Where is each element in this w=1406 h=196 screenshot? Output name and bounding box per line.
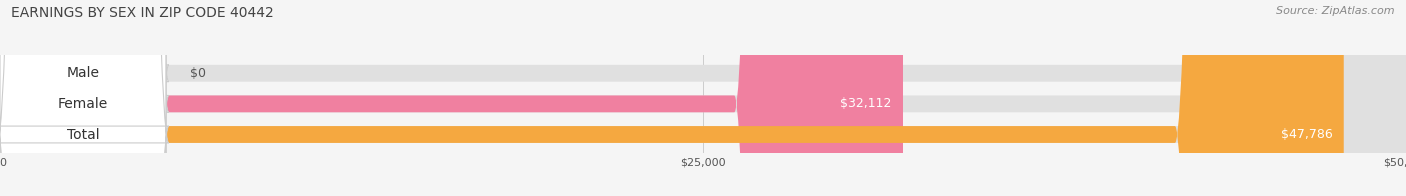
Text: Source: ZipAtlas.com: Source: ZipAtlas.com — [1277, 6, 1395, 16]
Text: Total: Total — [66, 128, 100, 142]
FancyBboxPatch shape — [0, 0, 169, 196]
Text: Female: Female — [58, 97, 108, 111]
Text: $32,112: $32,112 — [841, 97, 891, 110]
Text: Male: Male — [66, 66, 100, 80]
FancyBboxPatch shape — [0, 0, 169, 196]
Text: $0: $0 — [190, 67, 205, 80]
FancyBboxPatch shape — [0, 0, 169, 196]
FancyBboxPatch shape — [0, 0, 1344, 196]
Text: EARNINGS BY SEX IN ZIP CODE 40442: EARNINGS BY SEX IN ZIP CODE 40442 — [11, 6, 274, 20]
Text: $47,786: $47,786 — [1281, 128, 1333, 141]
FancyBboxPatch shape — [0, 0, 903, 196]
